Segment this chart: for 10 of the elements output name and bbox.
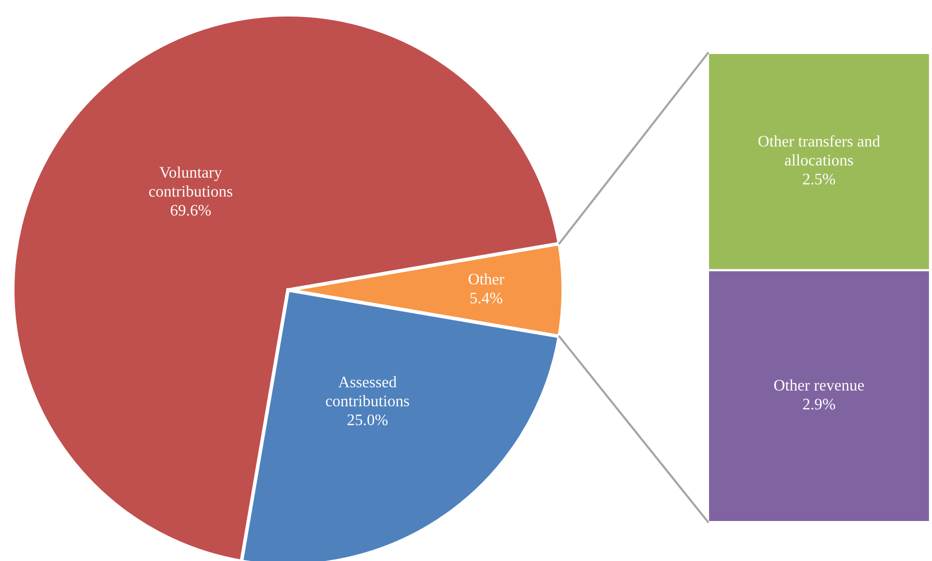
series-label: Other revenue (774, 379, 864, 391)
data-label: 2.9% (803, 398, 836, 410)
data-label: 5.4% (470, 292, 502, 304)
data-label: 25.0% (348, 414, 388, 426)
slice-label: Assessed contributions (326, 376, 410, 406)
data-label: 2.5% (803, 174, 836, 185)
series-label: Other transfers and allocations (758, 135, 880, 166)
slice-label: Other (468, 273, 504, 285)
slice-label: Voluntary contributions (149, 166, 232, 197)
data-label: 69.6% (170, 204, 211, 216)
